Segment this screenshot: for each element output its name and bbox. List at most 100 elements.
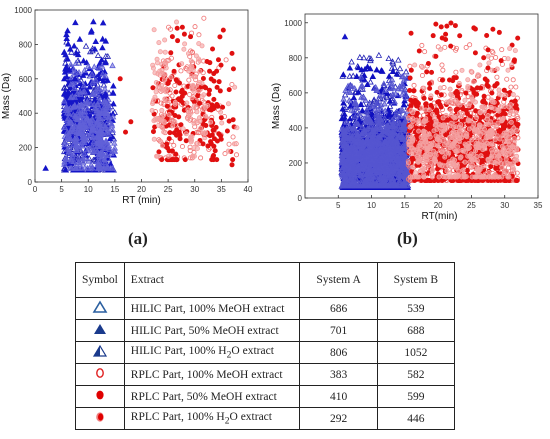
- data-point-triangle-open: [82, 92, 89, 99]
- data-point-triangle-half: [88, 71, 96, 77]
- data-point-circle-filled: [416, 48, 422, 54]
- data-point-triangle-filled: [73, 49, 80, 56]
- data-point-triangle-half: [72, 59, 80, 66]
- data-point-triangle-half: [70, 141, 77, 148]
- data-point-triangle-half: [101, 85, 109, 92]
- data-point-triangle-half: [398, 73, 406, 80]
- data-point-triangle-filled: [355, 64, 362, 71]
- data-point-circle-open: [419, 73, 425, 79]
- data-point-triangle-filled: [86, 83, 93, 90]
- data-point-triangle-half: [62, 155, 70, 161]
- data-point-circle-filled: [230, 117, 236, 123]
- data-point-triangle-open: [105, 89, 113, 96]
- data-point-triangle-half: [74, 159, 82, 166]
- data-point-triangle-filled: [340, 71, 347, 78]
- data-point-circle-filled: [177, 80, 183, 86]
- data-point-triangle-open: [389, 58, 396, 65]
- y-tick-label: 600: [19, 75, 33, 84]
- data-point-circle-open: [196, 32, 202, 38]
- x-tick-label: 40: [244, 185, 253, 194]
- data-point-triangle-filled: [379, 67, 386, 74]
- data-point-circle-filled: [214, 68, 220, 74]
- data-point-circle-filled: [218, 62, 224, 68]
- data-point-circle-open: [187, 92, 193, 98]
- data-point-triangle-half: [369, 173, 377, 180]
- data-point-triangle-filled: [63, 35, 70, 42]
- data-point-triangle-half: [381, 100, 388, 107]
- data-point-circle-filled: [444, 23, 450, 29]
- data-point-triangle-filled: [76, 35, 84, 42]
- data-point-triangle-half: [351, 172, 359, 179]
- data-point-triangle-filled: [339, 105, 347, 112]
- data-point-circle-half: [156, 40, 162, 46]
- data-point-triangle-filled: [109, 89, 117, 96]
- data-point-circle-half: [199, 43, 205, 49]
- data-point-circle-filled: [216, 131, 222, 137]
- data-point-triangle-half: [395, 117, 402, 124]
- data-point-triangle-half: [389, 160, 397, 167]
- data-point-circle-half: [163, 89, 169, 95]
- data-point-circle-half: [186, 68, 192, 74]
- data-point-triangle-filled: [90, 18, 97, 25]
- data-point-circle-open: [440, 67, 446, 73]
- data-point-circle-filled: [206, 87, 212, 93]
- data-point-triangle-filled: [355, 88, 362, 95]
- data-point-circle-filled: [481, 93, 487, 99]
- data-point-triangle-half: [73, 147, 80, 153]
- data-point-triangle-half: [403, 94, 410, 101]
- data-point-triangle-open: [385, 55, 393, 62]
- data-point-triangle-half: [71, 69, 79, 76]
- data-point-circle-half: [194, 109, 200, 115]
- data-point-triangle-open: [61, 84, 68, 91]
- y-tick-label: 800: [19, 40, 33, 49]
- data-point-circle-filled: [210, 127, 216, 133]
- data-point-triangle-half: [389, 121, 397, 128]
- data-point-triangle-half: [98, 142, 105, 149]
- data-point-triangle-half: [377, 136, 385, 143]
- data-point-triangle-half: [88, 143, 96, 150]
- data-point-triangle-half: [349, 139, 357, 146]
- data-point-circle-half: [185, 107, 191, 113]
- data-point-triangle-half: [94, 132, 102, 139]
- data-point-triangle-half: [109, 164, 116, 171]
- data-point-triangle-half: [73, 142, 80, 149]
- data-point-triangle-half: [381, 182, 389, 189]
- data-point-circle-filled: [208, 76, 214, 82]
- data-point-triangle-half: [381, 161, 389, 168]
- data-point-triangle-half: [358, 124, 366, 131]
- data-point-triangle-half: [354, 155, 362, 161]
- data-point-triangle-half: [365, 164, 373, 171]
- data-point-triangle-half: [361, 139, 369, 146]
- data-point-triangle-half: [384, 132, 391, 138]
- data-point-triangle-half: [350, 107, 358, 114]
- data-point-triangle-half: [81, 66, 88, 73]
- data-point-triangle-filled: [99, 19, 107, 26]
- data-point-circle-half: [153, 89, 159, 95]
- data-point-triangle-half: [63, 128, 71, 135]
- data-point-triangle-half: [360, 181, 367, 187]
- data-point-triangle-half: [65, 135, 73, 142]
- data-point-triangle-open: [367, 78, 374, 85]
- data-point-circle-filled: [173, 151, 179, 157]
- data-point-circle-open: [510, 77, 516, 83]
- data-point-circle-open: [493, 55, 499, 61]
- data-point-triangle-half: [344, 82, 352, 89]
- data-point-triangle-half: [63, 116, 71, 123]
- data-point-triangle-half: [95, 135, 102, 142]
- data-point-triangle-half: [79, 159, 87, 166]
- data-point-triangle-half: [93, 120, 101, 127]
- data-point-triangle-half: [104, 129, 111, 136]
- data-point-circle-filled: [224, 128, 230, 134]
- data-point-circle-filled: [171, 68, 177, 74]
- data-point-circle-half: [179, 61, 185, 67]
- data-point-circle-half: [196, 115, 202, 121]
- data-point-circle-half: [201, 131, 207, 137]
- data-point-triangle-filled: [64, 40, 72, 47]
- data-point-circle-half: [203, 104, 209, 110]
- data-point-circle-filled: [211, 143, 217, 149]
- data-point-triangle-half: [87, 161, 95, 168]
- data-point-circle-half: [150, 101, 156, 107]
- data-point-triangle-half: [61, 97, 68, 104]
- data-point-circle-open: [513, 84, 519, 90]
